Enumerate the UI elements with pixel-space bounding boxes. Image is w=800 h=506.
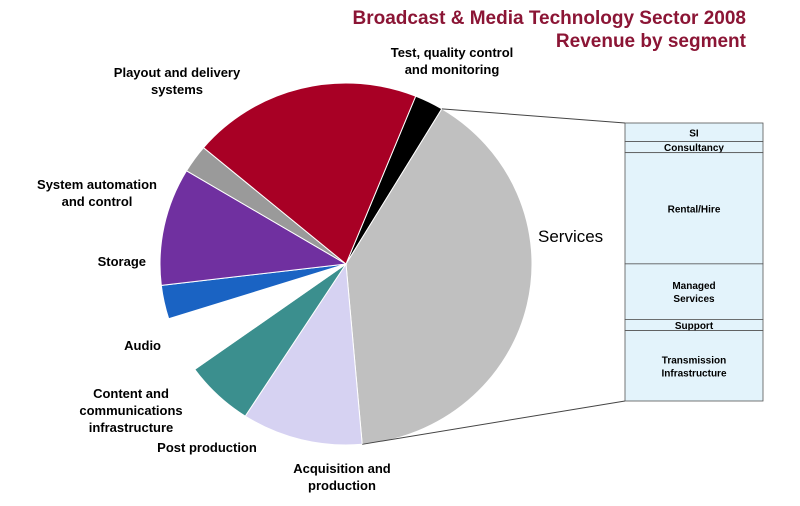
slice-label-acquisition-and-production: Acquisition and production: [293, 461, 391, 493]
pie-slice-services: [345, 108, 533, 445]
connector-line-bottom: [362, 400, 626, 445]
breakdown-label-si: SI: [689, 128, 699, 139]
breakdown-label-consultancy: Consultancy: [664, 143, 724, 154]
pie-slice-acquisition-and-production: [244, 262, 363, 446]
chart-title: Broadcast & Media Technology Sector 2008: [353, 8, 747, 29]
breakdown-segment-managed-services: [624, 263, 764, 320]
slice-label-test-quality-control-and-monitoring: Test, quality control and monitoring: [391, 45, 514, 77]
connector-line-top: [441, 108, 626, 124]
slice-label-content-and-communications-infrastructure: Content and communications infrastructure: [79, 386, 182, 435]
breakdown-label-rental-hire: Rental/Hire: [668, 204, 721, 215]
slice-label-audio: Audio: [124, 338, 161, 353]
pie-slice-playout-and-delivery-systems: [202, 82, 417, 265]
chart-subtitle: Revenue by segment: [556, 31, 747, 52]
slice-label-post-production: Post production: [157, 440, 257, 455]
breakdown-label-support: Support: [675, 321, 714, 332]
slice-label-system-automation-and-control: System automation and control: [37, 177, 157, 209]
breakdown-segment-rental-hire: [624, 152, 764, 265]
slice-label-services: Services: [538, 227, 603, 246]
breakdown-label-transmission-infrastructure: Transmission Infrastructure: [661, 355, 726, 379]
breakdown-segment-transmission-infrastructure: [624, 330, 764, 402]
pie-slice-storage: [159, 170, 348, 286]
breakdown-label-managed-services: Managed Services: [672, 281, 715, 305]
slice-label-playout-and-delivery-systems: Playout and delivery systems: [114, 65, 241, 97]
slice-label-storage: Storage: [98, 254, 146, 269]
